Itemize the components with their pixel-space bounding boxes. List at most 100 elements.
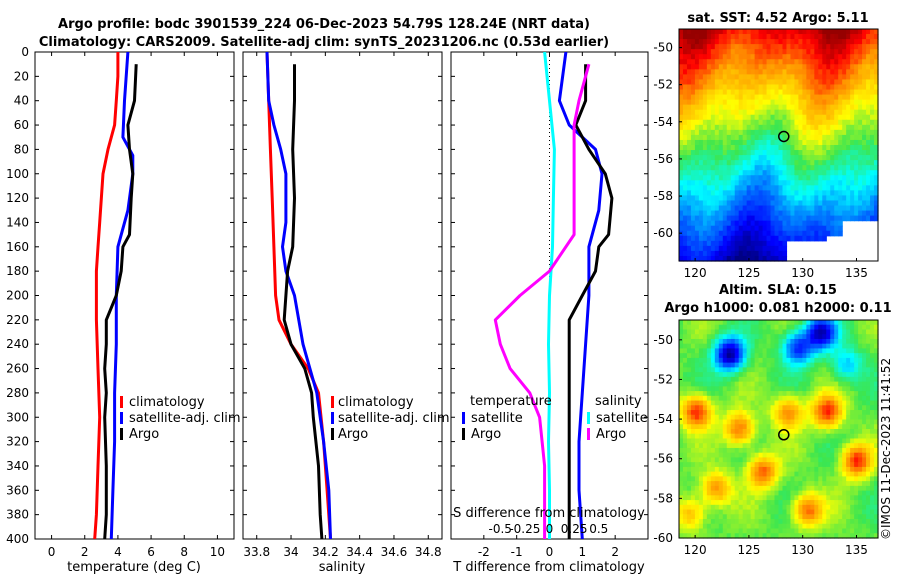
heatmap-cell: [806, 324, 811, 331]
heatmap-cell: [766, 29, 772, 35]
heatmap-cell: [762, 338, 768, 345]
heatmap-cell: [714, 405, 720, 411]
heatmap-cell: [694, 94, 700, 101]
heatmap-cell: [850, 44, 855, 50]
heatmap-cell: [830, 89, 835, 96]
heatmap-cell: [786, 34, 792, 40]
heatmap-cell: [794, 381, 799, 387]
heatmap-cell: [762, 210, 768, 217]
heatmap-cell: [722, 410, 728, 416]
heatmap-cell: [679, 205, 684, 212]
heatmap-cell: [714, 424, 720, 430]
heatmap-cell: [726, 528, 732, 534]
heatmap-cell: [838, 84, 843, 91]
heatmap-cell: [734, 195, 740, 202]
heatmap-cell: [850, 419, 855, 425]
heatmap-cell: [782, 405, 788, 411]
heatmap-cell: [714, 348, 720, 354]
heatmap-cell: [762, 245, 768, 252]
heatmap-cell: [754, 329, 760, 335]
heatmap-cell: [798, 405, 803, 411]
heatmap-cell: [786, 139, 792, 146]
heatmap-cell: [758, 129, 764, 136]
heatmap-cell: [742, 79, 748, 86]
heatmap-cell: [690, 175, 696, 181]
heatmap-cell: [738, 471, 744, 477]
heatmap-cell: [730, 185, 736, 191]
heatmap-cell: [830, 504, 835, 511]
heatmap-cell: [754, 34, 760, 40]
heatmap-cell: [734, 94, 740, 101]
heatmap-cell: [862, 519, 867, 525]
heatmap-cell: [874, 59, 879, 65]
heatmap-cell: [790, 185, 796, 191]
heatmap-cell: [762, 104, 768, 111]
heatmap-cell: [702, 109, 708, 116]
heatmap-cell: [850, 320, 855, 326]
heatmap-cell: [778, 381, 784, 387]
heatmap-cell: [758, 452, 764, 459]
heatmap-cell: [726, 372, 732, 378]
heatmap-cell: [770, 74, 776, 81]
heatmap-cell: [822, 443, 827, 449]
heatmap-cell: [822, 447, 827, 454]
heatmap-cell: [702, 84, 708, 91]
heatmap-cell: [822, 320, 827, 326]
heatmap-cell: [846, 429, 851, 435]
heatmap-cell: [798, 170, 803, 176]
heatmap-cell: [762, 514, 768, 520]
heatmap-cell: [806, 462, 811, 468]
heatmap-cell: [838, 54, 843, 60]
heatmap-cell: [722, 160, 728, 166]
heatmap-cell: [822, 528, 827, 534]
heatmap-cell: [830, 357, 835, 364]
heatmap-cell: [762, 376, 768, 383]
heatmap-cell: [742, 155, 748, 161]
heatmap-cell: [786, 225, 792, 232]
heatmap-cell: [814, 175, 819, 181]
heatmap-cell: [790, 410, 796, 416]
s-tick-label: -0.25: [509, 522, 540, 536]
heatmap-cell: [758, 139, 764, 146]
heatmap-cell: [822, 338, 827, 345]
heatmap-cell: [866, 476, 871, 482]
heatmap-cell: [750, 79, 756, 86]
heatmap-cell: [690, 180, 696, 186]
heatmap-cell: [738, 320, 744, 326]
heatmap-cell: [722, 39, 728, 45]
heatmap-cell: [754, 466, 760, 473]
heatmap-cell: [858, 343, 863, 350]
heatmap-cell: [730, 250, 736, 257]
heatmap-cell: [738, 139, 744, 146]
heatmap-cell: [679, 134, 684, 141]
sla-map-ticks: 120 125 130 135-50-52-54-56-58-60: [653, 333, 868, 557]
heatmap-cell: [790, 533, 796, 539]
heatmap-cell: [730, 109, 736, 116]
heatmap-cell: [718, 429, 724, 435]
heatmap-cell: [786, 99, 792, 106]
heatmap-cell: [770, 509, 776, 515]
heatmap-cell: [718, 324, 724, 331]
heatmap-cell: [814, 485, 819, 492]
heatmap-cell: [679, 481, 684, 487]
heatmap-cell: [698, 519, 704, 525]
heatmap-cell: [850, 155, 855, 161]
heatmap-cell: [742, 170, 748, 176]
heatmap-cell: [826, 438, 831, 444]
heatmap-cell: [794, 405, 799, 411]
heatmap-cell: [802, 362, 807, 368]
heatmap-cell: [758, 381, 764, 387]
heatmap-cell: [774, 74, 780, 81]
heatmap-cell: [798, 443, 803, 449]
heatmap-cell: [686, 175, 692, 181]
heatmap-cell: [866, 79, 871, 86]
heatmap-cell: [682, 29, 688, 35]
heatmap-cell: [698, 119, 704, 126]
heatmap-cell: [682, 54, 688, 60]
heatmap-cell: [746, 320, 752, 326]
series-line-t-satellite: [557, 52, 604, 539]
heatmap-cell: [866, 471, 871, 477]
heatmap-cell: [866, 180, 871, 186]
heatmap-cell: [742, 466, 748, 473]
heatmap-cell: [798, 29, 803, 35]
